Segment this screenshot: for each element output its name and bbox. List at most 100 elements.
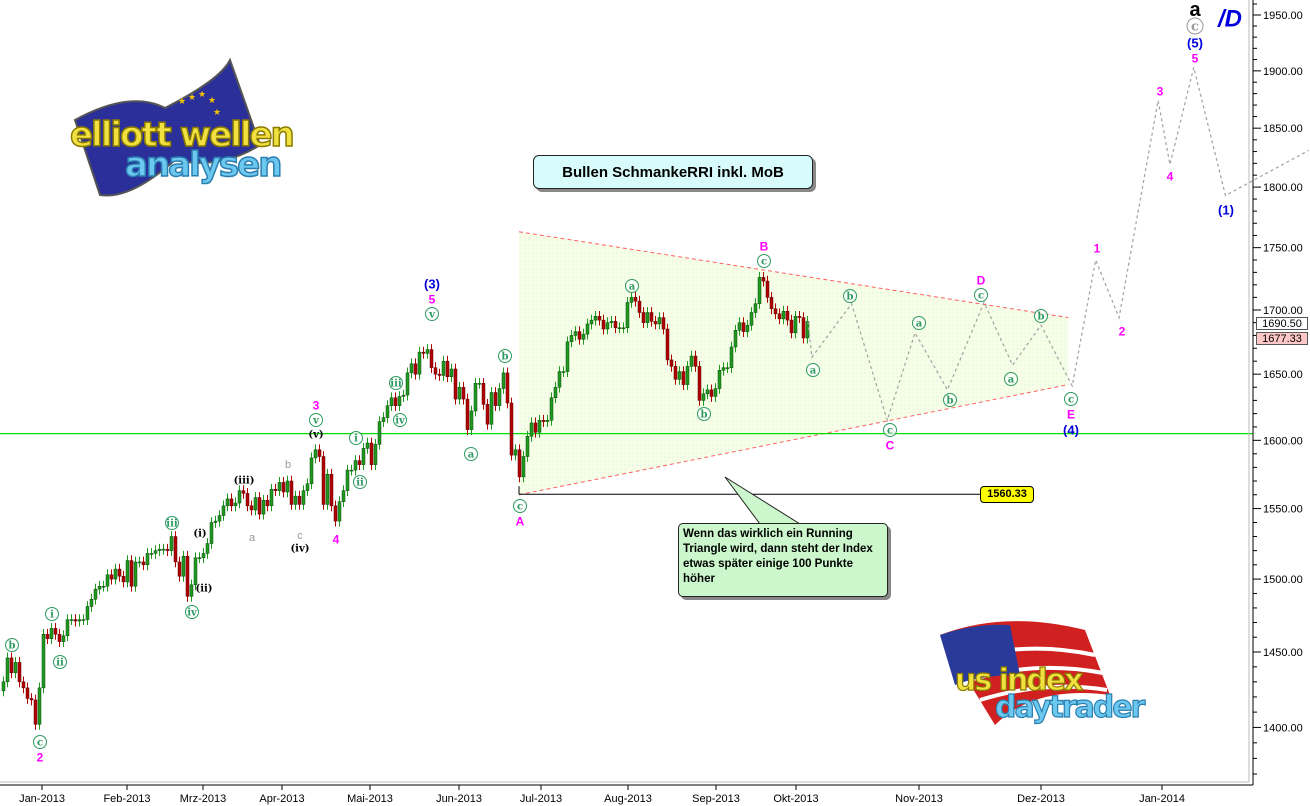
- candle: [441, 360, 446, 376]
- wave-label: iv: [187, 608, 198, 619]
- candle: [345, 469, 350, 491]
- y-tick-label: 1600.00: [1263, 435, 1303, 447]
- candle: [541, 420, 546, 422]
- circled-label-ring: [513, 499, 527, 513]
- candle: [233, 502, 238, 507]
- candle: [37, 687, 42, 725]
- candle: [381, 417, 386, 422]
- candle: [129, 560, 134, 587]
- candle: [265, 500, 270, 507]
- candle: [33, 699, 38, 725]
- candle: [137, 561, 142, 564]
- wave-label: 1: [1094, 241, 1101, 255]
- candle: [497, 388, 502, 406]
- candle: [205, 543, 210, 554]
- candle: [221, 505, 226, 516]
- projection-line: [807, 67, 1310, 423]
- circled-label-ring: [1186, 17, 1204, 35]
- wave-label: ii: [56, 658, 64, 669]
- candle: [549, 397, 554, 421]
- wave-label: b: [285, 459, 291, 471]
- candle: [645, 312, 650, 323]
- candle: [5, 657, 10, 683]
- candle: [225, 498, 230, 507]
- candle: [609, 321, 614, 323]
- wave-label: c: [978, 291, 984, 302]
- wave-label: 5: [429, 292, 436, 306]
- candle: [269, 489, 274, 507]
- wave-label: 2: [37, 750, 44, 764]
- candle: [633, 297, 638, 302]
- candle: [109, 574, 114, 580]
- candle: [125, 560, 130, 583]
- price-tag-last: 1677.33: [1256, 332, 1308, 345]
- wave-label: C: [886, 438, 895, 452]
- candle: [173, 536, 178, 563]
- candle: [749, 312, 754, 326]
- wave-label: c: [887, 426, 893, 437]
- x-tick-label: Mrz-2013: [180, 793, 226, 805]
- candle: [385, 405, 390, 418]
- candle: [293, 495, 298, 505]
- circled-label-ring: [625, 279, 639, 293]
- wave-label: D: [977, 273, 986, 287]
- candle: [405, 372, 410, 396]
- wave-label: (4): [1063, 423, 1079, 438]
- candle: [525, 436, 530, 457]
- candle: [509, 402, 514, 456]
- candle: [761, 277, 766, 282]
- candle: [473, 383, 478, 412]
- circled-label-ring: [53, 655, 67, 669]
- candles: [1, 271, 810, 730]
- candle: [445, 360, 450, 378]
- triangle-layer: [518, 231, 1069, 496]
- candle: [585, 323, 590, 335]
- candle: [285, 480, 290, 493]
- candle: [17, 662, 22, 683]
- candle: [341, 490, 346, 502]
- y-tick-label: 1450.00: [1263, 647, 1303, 659]
- candle: [617, 327, 622, 330]
- candle: [165, 548, 170, 551]
- candle: [697, 366, 702, 401]
- candle: [705, 389, 710, 395]
- candle: [353, 460, 358, 471]
- circled-label-ring: [45, 607, 59, 621]
- candle: [121, 575, 126, 583]
- wave-label: a: [629, 282, 636, 293]
- wave-label: b: [9, 641, 16, 652]
- circled-label-ring: [697, 407, 711, 421]
- candle: [429, 349, 434, 368]
- candle: [313, 449, 318, 459]
- wave-label: ii: [356, 478, 364, 489]
- candle: [625, 302, 630, 329]
- support-level-tag: 1560.33: [980, 486, 1034, 503]
- candle: [101, 586, 106, 588]
- candle: [681, 371, 686, 385]
- wave-label: a: [249, 532, 256, 544]
- x-tick-label: Jun-2013: [436, 793, 482, 805]
- candle: [557, 371, 562, 388]
- x-tick-label: Mai-2013: [347, 793, 393, 805]
- candle: [245, 493, 250, 507]
- wave-label: 3: [1157, 84, 1164, 98]
- circled-label-ring: [464, 447, 478, 461]
- wave-label: 4: [333, 532, 340, 546]
- svg-text:★: ★: [208, 95, 216, 105]
- y-tick-label: 1800.00: [1263, 182, 1303, 194]
- price-tag-high: 1690.50: [1256, 317, 1308, 330]
- candle: [305, 483, 310, 491]
- y-tick-label: 1550.00: [1263, 504, 1303, 516]
- circled-label-ring: [393, 413, 407, 427]
- annotation-callout: Wenn das wirklich ein Running Triangle w…: [678, 523, 888, 597]
- y-tick-label: 1700.00: [1263, 305, 1303, 317]
- us-index-daytrader-logo: us index daytrader: [940, 621, 1148, 726]
- x-tick-label: Sep-2013: [692, 793, 740, 805]
- svg-text:★: ★: [198, 89, 206, 99]
- candle: [333, 505, 338, 522]
- wave-label: c: [761, 257, 767, 268]
- candle: [61, 635, 66, 642]
- candle: [673, 366, 678, 380]
- svg-text:analysen: analysen: [125, 145, 280, 185]
- y-tick-label: 1850.00: [1263, 123, 1303, 135]
